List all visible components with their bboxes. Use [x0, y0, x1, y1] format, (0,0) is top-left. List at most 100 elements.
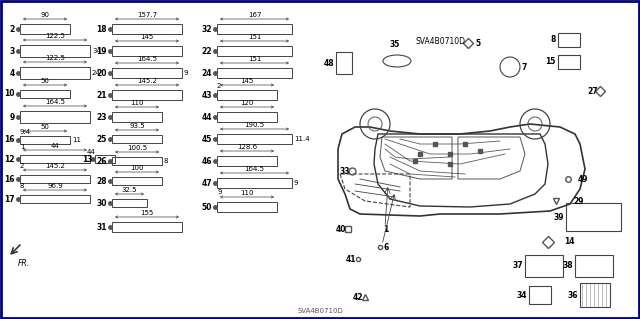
Bar: [112, 46, 182, 56]
Bar: [20, 136, 70, 144]
Bar: [112, 135, 162, 143]
Bar: [112, 199, 147, 207]
Bar: [112, 222, 182, 232]
Text: 1: 1: [383, 225, 388, 234]
Text: 93.5: 93.5: [129, 123, 145, 129]
Bar: [575, 255, 613, 277]
Bar: [112, 24, 182, 34]
Bar: [566, 203, 621, 231]
Text: 11.4: 11.4: [294, 136, 310, 142]
Text: 167: 167: [248, 12, 261, 18]
Text: 20: 20: [97, 69, 107, 78]
Bar: [112, 68, 182, 78]
Text: 9.4: 9.4: [20, 129, 31, 135]
Text: 151: 151: [248, 56, 261, 62]
Text: 2: 2: [217, 83, 221, 89]
Bar: [20, 155, 90, 163]
Text: 10: 10: [4, 90, 15, 99]
Bar: [217, 46, 292, 56]
Text: 44: 44: [86, 149, 95, 155]
Text: 38: 38: [563, 262, 573, 271]
Bar: [217, 24, 292, 34]
Text: 50: 50: [40, 124, 49, 130]
Text: 48: 48: [323, 58, 334, 68]
Text: 90: 90: [40, 12, 49, 18]
Text: 50: 50: [40, 78, 49, 84]
Text: 36: 36: [568, 291, 578, 300]
Bar: [558, 55, 580, 69]
Text: 9: 9: [184, 70, 189, 76]
Bar: [217, 156, 277, 166]
Text: 47: 47: [202, 179, 212, 188]
Text: 9: 9: [217, 189, 221, 195]
Text: 35: 35: [390, 40, 400, 49]
Text: 100: 100: [131, 165, 144, 171]
Bar: [20, 24, 70, 34]
Text: 9: 9: [294, 180, 298, 186]
Text: 110: 110: [240, 190, 253, 196]
Bar: [20, 67, 90, 79]
Text: 145.2: 145.2: [45, 163, 65, 169]
Text: 41: 41: [346, 255, 356, 263]
Text: 42: 42: [353, 293, 363, 301]
Text: 1: 1: [20, 144, 24, 150]
Bar: [20, 45, 90, 57]
Text: 2: 2: [10, 25, 15, 33]
Text: 5: 5: [475, 39, 480, 48]
Text: 25: 25: [97, 135, 107, 144]
Bar: [112, 112, 162, 122]
Text: 8: 8: [164, 158, 168, 164]
Bar: [112, 90, 182, 100]
Text: 34: 34: [516, 291, 527, 300]
Text: 34: 34: [92, 48, 101, 54]
Bar: [20, 111, 90, 123]
Text: 8: 8: [20, 183, 24, 189]
Text: 128.6: 128.6: [237, 144, 257, 150]
Text: 23: 23: [97, 113, 107, 122]
Text: 151: 151: [248, 34, 261, 40]
Text: 24: 24: [202, 69, 212, 78]
Text: 122.5: 122.5: [45, 33, 65, 39]
Bar: [558, 33, 580, 47]
Bar: [95, 155, 115, 163]
Text: 31: 31: [97, 222, 107, 232]
Text: 28: 28: [97, 176, 107, 186]
Text: 4: 4: [10, 69, 15, 78]
Text: 37: 37: [513, 262, 523, 271]
Text: FR.: FR.: [18, 259, 30, 268]
Text: 27: 27: [588, 86, 598, 95]
Text: 145: 145: [140, 34, 154, 40]
Text: 3: 3: [10, 47, 15, 56]
Text: 7: 7: [522, 63, 527, 71]
Text: 120: 120: [240, 100, 253, 106]
Text: 157.7: 157.7: [137, 12, 157, 18]
Bar: [580, 283, 610, 307]
Text: 16: 16: [4, 174, 15, 183]
Text: 16: 16: [4, 136, 15, 145]
Bar: [20, 195, 90, 203]
Text: 9: 9: [10, 113, 15, 122]
Text: 22: 22: [202, 47, 212, 56]
Bar: [336, 52, 352, 74]
Bar: [217, 178, 292, 188]
Text: 49: 49: [578, 174, 589, 183]
Text: 11: 11: [72, 137, 81, 143]
Text: 43: 43: [202, 91, 212, 100]
Text: 17: 17: [4, 195, 15, 204]
Text: 29: 29: [573, 197, 584, 205]
Text: 190.5: 190.5: [244, 122, 264, 128]
Bar: [20, 90, 70, 98]
Text: 33: 33: [339, 167, 350, 175]
Bar: [112, 177, 162, 185]
Text: 122.5: 122.5: [45, 55, 65, 61]
Text: 26: 26: [97, 157, 107, 166]
Bar: [217, 134, 292, 144]
Text: 145: 145: [241, 78, 253, 84]
Bar: [217, 90, 277, 100]
Text: 30: 30: [97, 198, 107, 207]
Bar: [217, 68, 292, 78]
Bar: [112, 157, 162, 165]
Text: 12: 12: [4, 154, 15, 164]
Text: 24: 24: [92, 70, 100, 76]
Text: 15: 15: [546, 57, 556, 66]
